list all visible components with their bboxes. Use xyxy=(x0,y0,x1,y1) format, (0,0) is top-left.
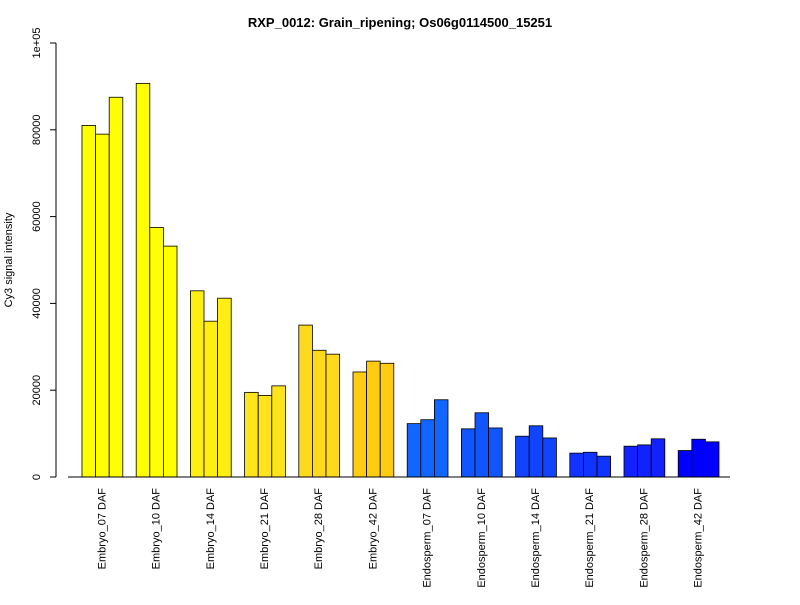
bar xyxy=(162,245,178,478)
y-axis-label: Cy3 signal intensity xyxy=(3,212,15,307)
bar xyxy=(542,437,557,478)
bar xyxy=(108,96,124,478)
bar xyxy=(271,385,286,478)
bar xyxy=(298,324,313,478)
bar xyxy=(189,290,205,478)
bar xyxy=(135,82,151,478)
bar xyxy=(81,125,97,478)
bar xyxy=(677,450,693,478)
bar xyxy=(217,297,232,478)
x-category-label: Embryo_07 DAF xyxy=(96,488,108,570)
bar xyxy=(149,227,164,478)
bar xyxy=(257,395,273,478)
chart-title: RXP_0012: Grain_ripening; Os06g0114500_1… xyxy=(248,15,552,30)
bar xyxy=(488,427,503,478)
y-axis: 0 20000 40000 60000 80000 1e+05 xyxy=(31,28,57,480)
bar xyxy=(528,425,544,478)
bar xyxy=(596,455,612,478)
y-tick-label: 1e+05 xyxy=(31,28,43,59)
y-tick-label: 60000 xyxy=(31,201,43,232)
x-category-label: Embryo_42 DAF xyxy=(367,488,379,570)
y-tick-label: 80000 xyxy=(31,115,43,146)
y-tick-label: 40000 xyxy=(31,288,43,319)
x-category-label: Embryo_10 DAF xyxy=(151,488,163,570)
bar xyxy=(203,320,219,478)
bars xyxy=(81,82,720,478)
x-category-label: Embryo_14 DAF xyxy=(205,488,217,570)
x-category-label: Endosperm_28 DAF xyxy=(638,488,650,588)
x-category-label: Embryo_21 DAF xyxy=(259,488,271,570)
y-tick-label: 0 xyxy=(31,474,43,480)
x-category-label: Endosperm_10 DAF xyxy=(476,488,488,588)
bar xyxy=(623,445,639,478)
bar xyxy=(406,423,422,478)
bar xyxy=(705,441,720,478)
x-category-label: Embryo_28 DAF xyxy=(313,488,325,570)
bar xyxy=(95,133,110,478)
x-axis-labels: Embryo_07 DAF Embryo_10 DAF Embryo_14 DAF E… xyxy=(96,488,704,588)
bar xyxy=(433,399,449,478)
bar xyxy=(650,438,666,478)
bar xyxy=(460,428,476,478)
x-category-label: Endosperm_21 DAF xyxy=(584,488,596,588)
bar xyxy=(311,349,327,478)
bar xyxy=(474,412,490,478)
bar xyxy=(637,444,652,478)
bar xyxy=(583,451,598,478)
bar xyxy=(244,391,259,478)
x-category-label: Endosperm_42 DAF xyxy=(693,488,705,588)
bar xyxy=(379,362,395,478)
y-tick-label: 20000 xyxy=(31,375,43,406)
bar xyxy=(691,438,706,478)
x-category-label: Endosperm_07 DAF xyxy=(422,488,434,588)
bar xyxy=(420,419,435,478)
bar xyxy=(366,360,381,478)
bar xyxy=(515,435,530,478)
bar xyxy=(325,353,341,478)
bar xyxy=(352,371,368,478)
bar xyxy=(569,452,584,478)
x-category-label: Endosperm_14 DAF xyxy=(530,488,542,588)
